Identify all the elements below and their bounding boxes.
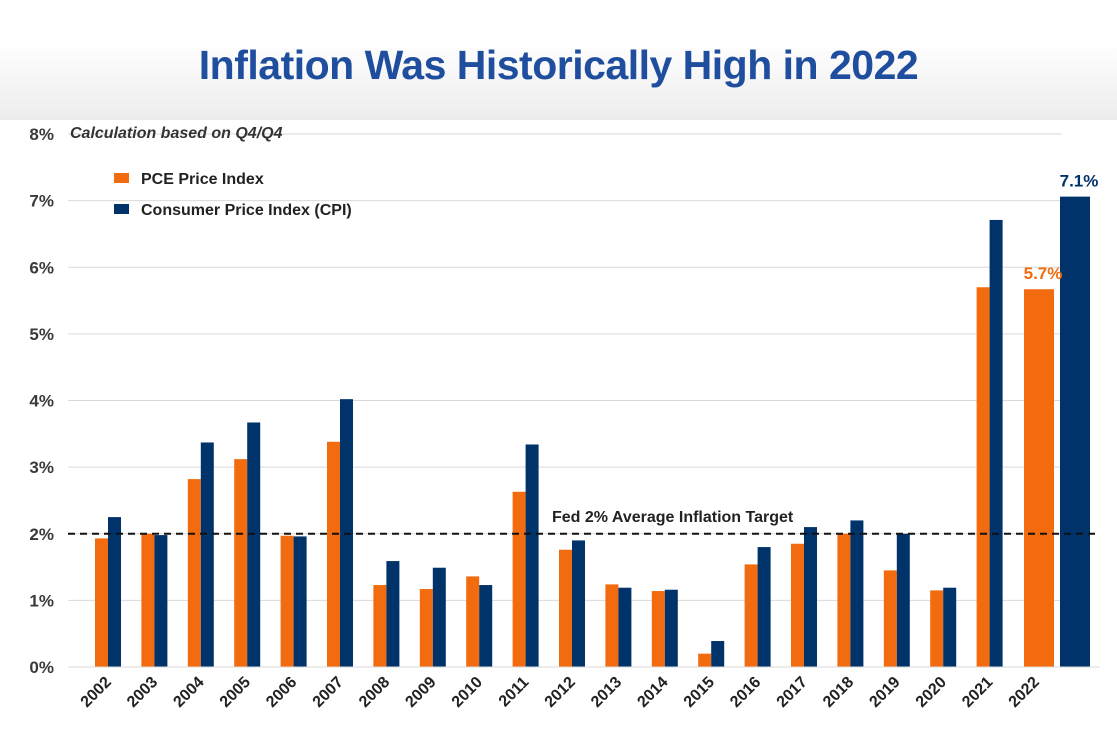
pce-bar xyxy=(419,589,433,667)
cpi-bar xyxy=(989,219,1003,668)
cpi-bar xyxy=(850,520,864,667)
x-tick-label: 2018 xyxy=(820,674,857,711)
cpi-bar xyxy=(432,567,446,667)
cpi-bar xyxy=(711,641,725,667)
pce-bar xyxy=(373,585,387,667)
pce-bar xyxy=(559,549,572,667)
cpi-bar xyxy=(943,587,957,667)
x-tick-label: 2011 xyxy=(496,674,533,711)
y-tick-label: 5% xyxy=(29,325,54,344)
title-band xyxy=(0,0,1117,120)
x-tick-label: 2008 xyxy=(356,674,393,711)
cpi-bar xyxy=(525,444,539,667)
cpi-bar xyxy=(804,527,817,667)
x-tick-label: 2019 xyxy=(866,674,903,711)
fed-target-label: Fed 2% Average Inflation Target xyxy=(552,509,794,526)
y-tick-label: 3% xyxy=(29,458,54,477)
x-tick-label: 2012 xyxy=(542,674,579,711)
pce-bar xyxy=(95,538,108,667)
cpi-bar xyxy=(154,535,168,667)
pce-bar xyxy=(466,576,480,667)
y-tick-label: 7% xyxy=(29,192,54,211)
y-tick-label: 6% xyxy=(29,258,54,277)
x-tick-label: 2002 xyxy=(78,674,115,711)
cpi-bar xyxy=(618,587,632,667)
cpi-bar xyxy=(664,589,678,667)
y-tick-label: 0% xyxy=(29,658,54,677)
pce-bar xyxy=(744,564,758,667)
x-tick-label: 2016 xyxy=(727,674,764,711)
pce-bar xyxy=(651,591,665,667)
x-tick-label: 2015 xyxy=(681,674,718,711)
x-tick-label: 2010 xyxy=(449,674,486,711)
pce-bar xyxy=(791,543,804,667)
y-tick-label: 1% xyxy=(29,591,54,610)
cpi-bar xyxy=(200,442,214,667)
x-tick-label: 2005 xyxy=(217,674,254,711)
x-tick-label: 2007 xyxy=(310,674,347,711)
x-tick-label: 2003 xyxy=(124,674,161,711)
cpi-bar xyxy=(386,561,400,667)
cpi-bar xyxy=(1060,196,1090,667)
cpi-bar xyxy=(293,536,307,667)
x-tick-label: 2022 xyxy=(1006,674,1043,711)
chart-subtitle: Calculation based on Q4/Q4 xyxy=(70,125,283,142)
x-tick-label: 2004 xyxy=(170,674,207,711)
legend-label-pce: PCE Price Index xyxy=(141,171,264,188)
x-tick-label: 2020 xyxy=(913,674,950,711)
pce-bar xyxy=(327,441,340,667)
pce-bar xyxy=(141,533,155,667)
pce-bar xyxy=(234,459,248,667)
pce-bar xyxy=(976,287,990,667)
cpi-bar xyxy=(479,585,493,667)
x-tick-label: 2021 xyxy=(959,674,996,711)
x-tick-label: 2006 xyxy=(263,674,300,711)
legend-label-cpi: Consumer Price Index (CPI) xyxy=(141,202,352,219)
y-tick-label: 8% xyxy=(29,125,54,144)
x-tick-label: 2013 xyxy=(588,674,625,711)
pce-bar xyxy=(883,570,897,667)
x-tick-label: 2014 xyxy=(634,674,671,711)
cpi-bar xyxy=(896,533,910,667)
cpi-bar xyxy=(108,517,121,667)
pce-bar xyxy=(187,479,201,667)
x-tick-label: 2009 xyxy=(402,674,439,711)
cpi-bar xyxy=(247,422,261,667)
data-label-cpi-2022: 7.1% xyxy=(1060,172,1099,191)
data-label-pce-2022: 5.7% xyxy=(1024,264,1063,283)
cpi-bar xyxy=(572,540,585,667)
y-tick-label: 2% xyxy=(29,525,54,544)
pce-bar xyxy=(1024,289,1054,667)
pce-bar xyxy=(837,533,851,667)
page-title: Inflation Was Historically High in 2022 xyxy=(198,42,919,88)
pce-bar xyxy=(280,535,294,667)
pce-bar xyxy=(698,653,712,667)
x-tick-label: 2017 xyxy=(774,674,811,711)
cpi-bar xyxy=(757,547,771,667)
pce-bar xyxy=(930,590,944,667)
legend-swatch-pce xyxy=(114,173,129,183)
y-tick-label: 4% xyxy=(29,392,54,411)
pce-bar xyxy=(512,491,526,667)
legend-swatch-cpi xyxy=(114,204,129,214)
pce-bar xyxy=(605,584,619,667)
